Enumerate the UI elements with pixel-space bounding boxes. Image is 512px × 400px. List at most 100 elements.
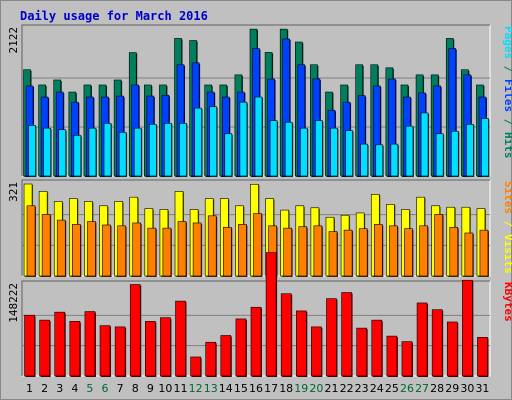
y-max-label: 148222 (7, 283, 20, 323)
pages-bar (315, 120, 324, 177)
kbytes-bar (416, 302, 429, 377)
pages-bar (420, 112, 430, 177)
sites-bar-fill (102, 224, 111, 277)
day-label: 11 (174, 382, 188, 395)
sites-bar-fill (238, 224, 247, 277)
sites-bar-fill (328, 231, 338, 277)
kbytes-bar (69, 321, 81, 377)
legend-part-1: / (502, 59, 512, 79)
kbytes-bar (250, 306, 262, 377)
pages-bar (58, 129, 67, 177)
kbytes-bar-fill (416, 302, 428, 377)
sites-bar-fill (87, 221, 96, 277)
pages-bar (179, 123, 188, 177)
day-label: 26 (400, 382, 414, 395)
legend-part-4: Hits (502, 132, 512, 159)
kbytes-bar-fill (446, 321, 458, 377)
pages-bar (330, 127, 339, 177)
pages-bar-fill (269, 120, 278, 177)
sites-bar (26, 205, 37, 277)
kbytes-bar-fill (160, 317, 171, 377)
chart-panels: 2122 Pages / Files / Hits 321 Sites / Visit… (7, 24, 512, 377)
day-labels: 1 2 3 4 5 6 7 8 9 10 11 12 13 14 15 16 17 18 19 20 21 22 23 24 2… (26, 382, 489, 395)
sites-bar (87, 221, 97, 277)
kbytes-bar-fill (401, 341, 413, 377)
sites-bar-fill (419, 225, 428, 277)
pages-bar-fill (224, 133, 233, 177)
sites-bar-fill (132, 222, 142, 277)
day-label: 2 (41, 382, 48, 395)
sites-bar-fill (207, 215, 217, 277)
kbytes-bar (39, 319, 51, 377)
pages-bar (194, 107, 203, 177)
sites-bar (373, 224, 384, 277)
pages-bar (375, 144, 384, 177)
day-label: 3 (56, 382, 63, 395)
sites-bar (464, 232, 474, 277)
sites-bar-fill (283, 227, 292, 277)
sites-bar (449, 226, 459, 277)
day-label: 8 (132, 382, 139, 395)
kbytes-bar-fill (280, 293, 292, 377)
pages-bar (345, 130, 354, 177)
kbytes-bar (54, 311, 66, 377)
day-label: 15 (234, 382, 248, 395)
legend-label: Pages / Files / Hits (502, 26, 512, 159)
pages-bar (88, 127, 97, 177)
pages-bar-fill (43, 127, 51, 177)
kbytes-bar (311, 326, 323, 377)
sites-bar-fill (72, 224, 81, 277)
kbytes-bar (190, 356, 202, 377)
kbytes-bar (145, 321, 157, 377)
sites-bar (56, 219, 67, 277)
legend-part-1: / (502, 214, 512, 234)
day-label: 19 (294, 382, 308, 395)
kbytes-bar-fill (431, 309, 443, 377)
pages-bar (390, 143, 399, 177)
sites-bar-fill (147, 227, 157, 277)
sites-bar (41, 214, 52, 277)
legend-part-3: / (502, 112, 512, 132)
kbytes-bar (175, 300, 187, 377)
pages-bar-fill (58, 129, 67, 177)
sites-bar (177, 221, 188, 277)
kbytes-bar (235, 318, 247, 377)
legend-part-0: Sites (502, 181, 512, 214)
kbytes-bar (220, 335, 232, 377)
kbytes-bar (280, 293, 293, 377)
day-label: 4 (71, 382, 78, 395)
sites-bar (192, 222, 203, 277)
pages-bar-fill (481, 118, 489, 177)
pages-bar-fill (194, 107, 202, 177)
kbytes-bar-fill (99, 325, 111, 377)
legend-part-2: Files (502, 79, 512, 112)
kbytes-bar-fill (311, 326, 322, 377)
pages-bar (164, 123, 173, 177)
day-label: 31 (475, 382, 489, 395)
sites-bar (328, 231, 338, 277)
panel-kbytes: 148222 KBytes (7, 252, 512, 377)
kbytes-bar-fill (84, 311, 96, 377)
sites-bar-fill (389, 225, 398, 277)
kbytes-bar-fill (265, 252, 277, 377)
sites-bar (389, 225, 399, 277)
pages-bar-fill (405, 125, 414, 177)
sites-bar-fill (449, 226, 459, 277)
day-label: 14 (219, 382, 233, 395)
pages-bar-fill (420, 112, 429, 177)
pages-bar (28, 125, 37, 177)
sites-bar-fill (434, 214, 443, 277)
pages-bar-fill (345, 130, 353, 177)
pages-bar (103, 123, 113, 177)
kbytes-bar (356, 327, 368, 377)
pages-bar (435, 133, 445, 177)
sites-bar-fill (162, 227, 172, 277)
day-label: 16 (249, 382, 263, 395)
pages-bar-fill (133, 127, 142, 177)
kbytes-bar (371, 319, 383, 377)
sites-bar (72, 224, 82, 277)
panel-box-edge (21, 179, 490, 276)
sites-bar-fill (41, 214, 51, 277)
kbytes-bar-fill (54, 311, 66, 377)
kbytes-bar (99, 325, 112, 377)
